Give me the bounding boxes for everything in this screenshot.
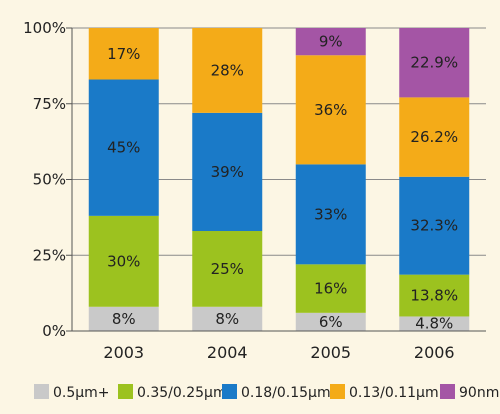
data-label: 8% <box>112 310 136 328</box>
x-tick-label: 2006 <box>414 343 455 362</box>
legend-label: 90nm <box>459 385 499 401</box>
data-label: 13.8% <box>410 287 458 305</box>
bar-segment <box>399 274 470 317</box>
bar-segment <box>399 28 470 98</box>
bar-segment <box>192 306 263 331</box>
data-label: 32.3% <box>410 217 458 235</box>
legend-swatch <box>34 384 49 399</box>
y-tick-label: 0% <box>42 322 66 340</box>
x-tick-label: 2004 <box>207 343 248 362</box>
data-label: 36% <box>314 101 347 119</box>
bar-segment <box>295 55 366 165</box>
bar-segment <box>192 112 263 232</box>
x-tick-label: 2003 <box>103 343 144 362</box>
legend-label: 0.18/0.15µm <box>241 385 331 401</box>
bar-segment <box>295 164 366 265</box>
data-label: 17% <box>107 45 140 63</box>
bar-segment <box>88 79 159 216</box>
legend-swatch <box>118 384 133 399</box>
legend-swatch <box>222 384 237 399</box>
y-tick-label: 25% <box>33 246 66 264</box>
x-tick-label: 2005 <box>310 343 351 362</box>
bar-segment <box>88 28 159 80</box>
data-label: 6% <box>319 313 343 331</box>
legend: 0.5µm+ 0.35/0.25µm 0.18/0.15µm 0.13/0.11µm 9… <box>34 384 499 401</box>
bar-segment <box>192 231 263 307</box>
legend-label: 0.35/0.25µm <box>137 385 227 401</box>
bar-segment <box>295 312 366 331</box>
legend-swatch <box>330 384 345 399</box>
legend-swatch <box>440 384 455 399</box>
data-label: 39% <box>211 163 244 181</box>
bar-segment <box>88 306 159 331</box>
bar-segment <box>295 28 366 56</box>
y-tick-label: 50% <box>33 171 66 189</box>
x-axis: 2003 2004 2005 2006 <box>72 330 486 362</box>
data-label: 8% <box>215 310 239 328</box>
y-axis: 0% 25% 50% 75% 100% <box>23 19 73 340</box>
bar-segment <box>192 28 263 113</box>
data-label: 9% <box>319 33 343 51</box>
data-label: 30% <box>107 252 140 270</box>
data-label: 25% <box>211 260 244 278</box>
bar-segment <box>399 316 470 331</box>
legend-label: 0.13/0.11µm <box>349 385 439 401</box>
data-label: 4.8% <box>415 315 453 333</box>
y-tick-label: 100% <box>23 19 66 37</box>
bar-segment <box>399 97 470 177</box>
legend-label: 0.5µm+ <box>53 385 110 401</box>
data-label: 26.2% <box>410 128 458 146</box>
data-label: 16% <box>314 280 347 298</box>
data-label: 22.9% <box>410 54 458 72</box>
data-label: 33% <box>314 205 347 223</box>
bar-segment <box>399 176 470 275</box>
data-label: 28% <box>211 61 244 79</box>
bar-segment <box>88 215 159 307</box>
y-tick-label: 75% <box>33 95 66 113</box>
bars: 8% 30% 45% 17% 8% 25% 39% 28% 6% 16% 33% 36% 9% 4.8% 1… <box>88 28 470 333</box>
data-label: 45% <box>107 139 140 157</box>
bar-segment <box>295 264 366 313</box>
